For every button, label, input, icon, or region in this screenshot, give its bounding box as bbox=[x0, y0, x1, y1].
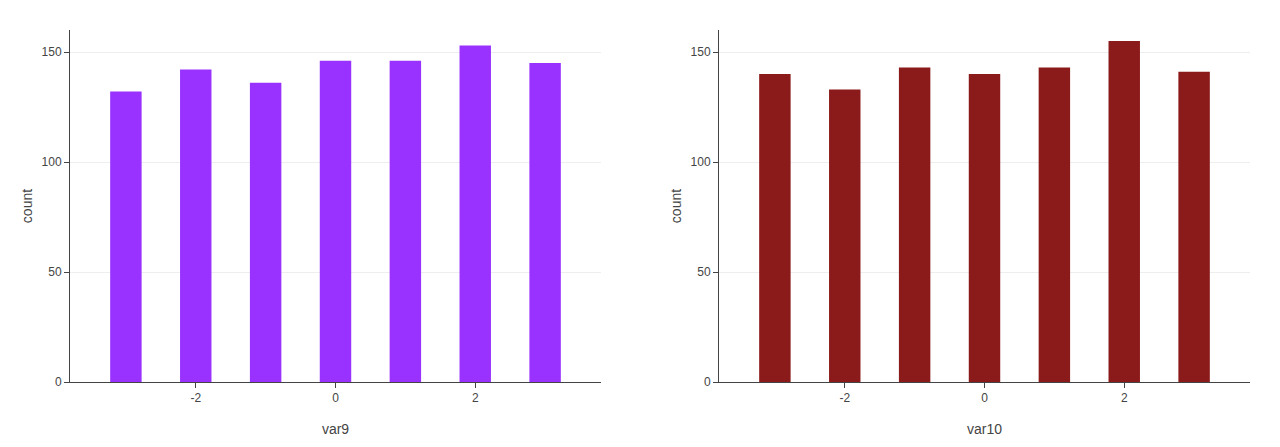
svg-text:100: 100 bbox=[691, 155, 711, 169]
svg-text:150: 150 bbox=[691, 45, 711, 59]
svg-text:count: count bbox=[19, 189, 35, 223]
svg-text:0: 0 bbox=[332, 391, 339, 405]
svg-text:100: 100 bbox=[42, 155, 62, 169]
svg-text:0: 0 bbox=[704, 375, 711, 389]
svg-text:-2: -2 bbox=[190, 391, 201, 405]
svg-text:-2: -2 bbox=[839, 391, 850, 405]
svg-text:2: 2 bbox=[1121, 391, 1128, 405]
svg-text:50: 50 bbox=[697, 265, 711, 279]
svg-text:count: count bbox=[668, 189, 684, 223]
svg-text:50: 50 bbox=[48, 265, 62, 279]
svg-text:0: 0 bbox=[55, 375, 62, 389]
svg-text:2: 2 bbox=[472, 391, 479, 405]
svg-text:150: 150 bbox=[42, 45, 62, 59]
svg-text:var10: var10 bbox=[967, 421, 1002, 437]
svg-text:0: 0 bbox=[981, 391, 988, 405]
svg-text:var9: var9 bbox=[322, 421, 349, 437]
